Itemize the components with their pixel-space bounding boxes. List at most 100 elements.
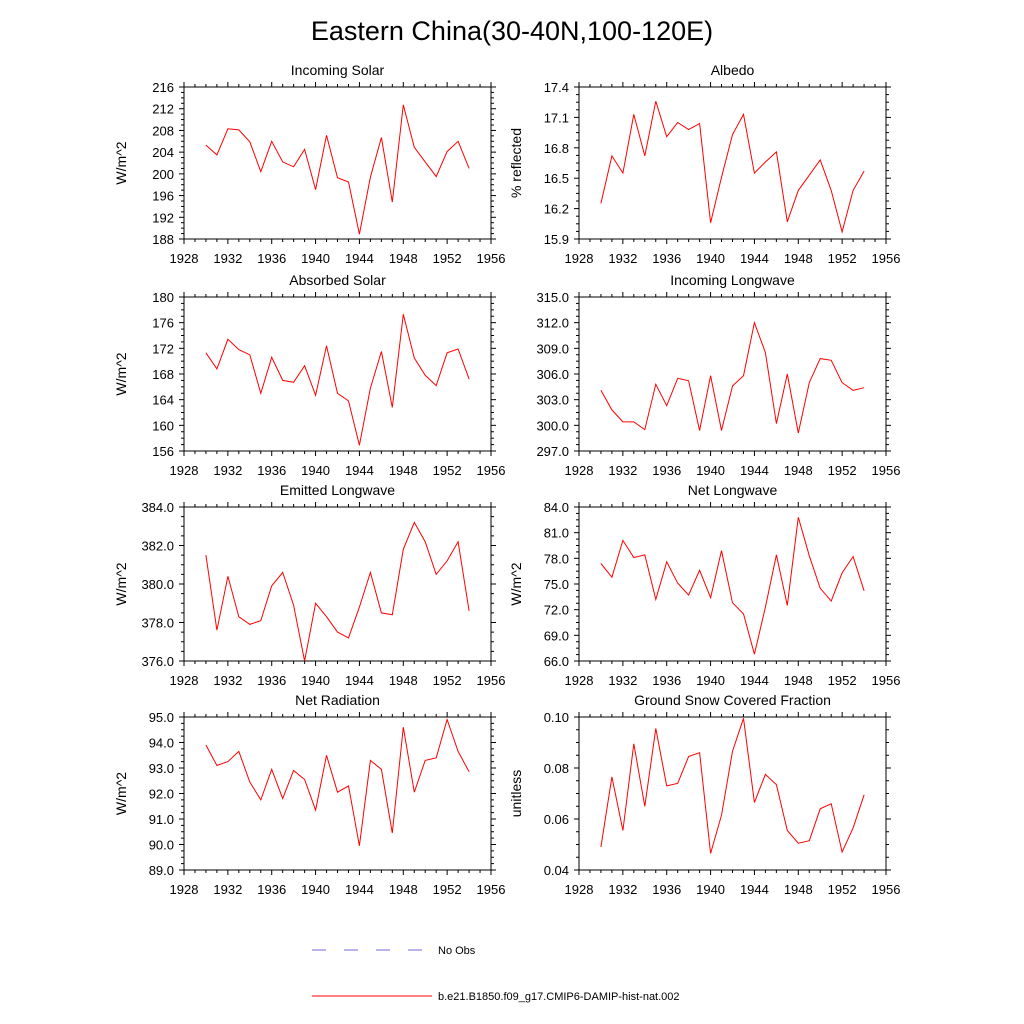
- y-tick-label: 0.06: [544, 812, 569, 827]
- x-tick-label: 1932: [608, 673, 637, 688]
- x-tick-label: 1948: [784, 882, 813, 897]
- x-tick-label: 1952: [828, 463, 857, 478]
- x-tick-label: 1952: [828, 882, 857, 897]
- y-tick-label: 16.2: [544, 202, 569, 217]
- legend-obs-label: No Obs: [438, 945, 476, 957]
- x-tick-label: 1928: [170, 673, 199, 688]
- x-tick-label: 1944: [345, 673, 374, 688]
- panel-8: Ground Snow Covered Fraction unitless 1928…: [508, 692, 900, 897]
- y-tick-label: 172: [152, 341, 174, 356]
- x-tick-label: 1956: [477, 251, 506, 266]
- x-tick-label: 1944: [740, 882, 769, 897]
- y-tick-label: 208: [152, 123, 174, 138]
- panel-3: Absorbed Solar W/m^2 1928 1932 1936 1940 1944 1…: [113, 272, 505, 478]
- x-tick-label: 1956: [477, 463, 506, 478]
- y-tick-label: 91.0: [149, 812, 174, 827]
- y-axis-label: W/m^2: [113, 562, 129, 605]
- panel-title: Net Longwave: [688, 482, 778, 498]
- panel-5: Emitted Longwave W/m^2 1928 1932 1936 1940 194…: [113, 482, 505, 688]
- y-tick-label: 164: [152, 393, 174, 408]
- x-tick-label: 1956: [872, 251, 901, 266]
- series-line: [205, 314, 470, 446]
- y-tick-label: 90.0: [149, 838, 174, 853]
- legend: No Obs b.e21.B1850.f09_g17.CMIP6-DAMIP-h…: [312, 945, 680, 1003]
- x-tick-label: 1952: [433, 673, 462, 688]
- y-tick-label: 196: [152, 189, 174, 204]
- y-tick-label: 16.8: [544, 141, 569, 156]
- y-tick-label: 300.0: [536, 418, 569, 433]
- x-tick-label: 1932: [213, 251, 242, 266]
- x-tick-label: 1940: [696, 673, 725, 688]
- y-tick-label: 212: [152, 102, 174, 117]
- series-line: [205, 104, 470, 235]
- x-tick-label: 1940: [696, 251, 725, 266]
- x-tick-label: 1948: [784, 463, 813, 478]
- y-tick-label: 192: [152, 210, 174, 225]
- x-tick-label: 1944: [345, 882, 374, 897]
- x-tick-label: 1944: [740, 673, 769, 688]
- plot-frame: [183, 296, 492, 452]
- y-tick-label: 94.0: [149, 736, 174, 751]
- x-tick-label: 1956: [477, 673, 506, 688]
- x-tick-label: 1948: [389, 463, 418, 478]
- x-tick-label: 1932: [608, 882, 637, 897]
- series-line: [600, 718, 865, 854]
- y-tick-label: 176: [152, 316, 174, 331]
- panels: Incoming Solar W/m^2 1928 1932 1936 1940 1944 1…: [113, 62, 900, 897]
- plot-frame: [578, 716, 887, 871]
- x-tick-label: 1952: [433, 251, 462, 266]
- y-tick-label: 384.0: [141, 500, 174, 515]
- x-tick-label: 1948: [784, 251, 813, 266]
- x-tick-label: 1952: [433, 463, 462, 478]
- legend-model-label: b.e21.B1850.f09_g17.CMIP6-DAMIP-hist-nat…: [438, 991, 680, 1003]
- y-tick-label: 168: [152, 367, 174, 382]
- x-tick-label: 1944: [345, 463, 374, 478]
- y-tick-label: 303.0: [536, 393, 569, 408]
- y-tick-label: 297.0: [536, 444, 569, 459]
- x-tick-label: 1936: [652, 882, 681, 897]
- y-tick-label: 380.0: [141, 577, 174, 592]
- x-tick-label: 1928: [170, 463, 199, 478]
- x-tick-label: 1948: [389, 251, 418, 266]
- x-tick-label: 1948: [389, 673, 418, 688]
- y-tick-label: 89.0: [149, 863, 174, 878]
- y-tick-label: 75.0: [544, 577, 569, 592]
- x-tick-label: 1936: [652, 673, 681, 688]
- x-tick-label: 1956: [477, 882, 506, 897]
- panel-title: Incoming Longwave: [670, 272, 795, 288]
- plot-frame: [578, 506, 887, 662]
- x-tick-label: 1928: [565, 882, 594, 897]
- y-tick-label: 312.0: [536, 316, 569, 331]
- x-tick-label: 1940: [301, 463, 330, 478]
- series-line: [205, 717, 470, 846]
- y-tick-label: 204: [152, 145, 174, 160]
- y-tick-label: 84.0: [544, 500, 569, 515]
- y-axis-label: W/m^2: [113, 352, 129, 395]
- x-tick-label: 1944: [345, 251, 374, 266]
- y-tick-label: 95.0: [149, 710, 174, 725]
- y-tick-label: 309.0: [536, 341, 569, 356]
- x-tick-label: 1928: [170, 251, 199, 266]
- x-tick-label: 1940: [301, 673, 330, 688]
- panel-4: Incoming Longwave 1928 1932 1936 1940 1944 194…: [536, 272, 900, 478]
- y-tick-label: 180: [152, 290, 174, 305]
- plot-frame: [578, 296, 887, 452]
- y-tick-label: 72.0: [544, 603, 569, 618]
- y-tick-label: 156: [152, 444, 174, 459]
- panel-title: Incoming Solar: [291, 62, 385, 78]
- x-tick-label: 1936: [257, 251, 286, 266]
- series-line: [205, 521, 470, 662]
- y-tick-label: 216: [152, 80, 174, 95]
- y-tick-label: 78.0: [544, 551, 569, 566]
- y-tick-label: 306.0: [536, 367, 569, 382]
- panel-title: Net Radiation: [295, 692, 380, 708]
- y-axis-label: W/m^2: [113, 141, 129, 184]
- series-line: [600, 517, 865, 655]
- x-tick-label: 1940: [301, 882, 330, 897]
- y-tick-label: 0.04: [544, 863, 569, 878]
- y-tick-label: 81.0: [544, 526, 569, 541]
- x-tick-label: 1932: [608, 463, 637, 478]
- plot-frame: [183, 716, 492, 871]
- series-line: [600, 101, 865, 234]
